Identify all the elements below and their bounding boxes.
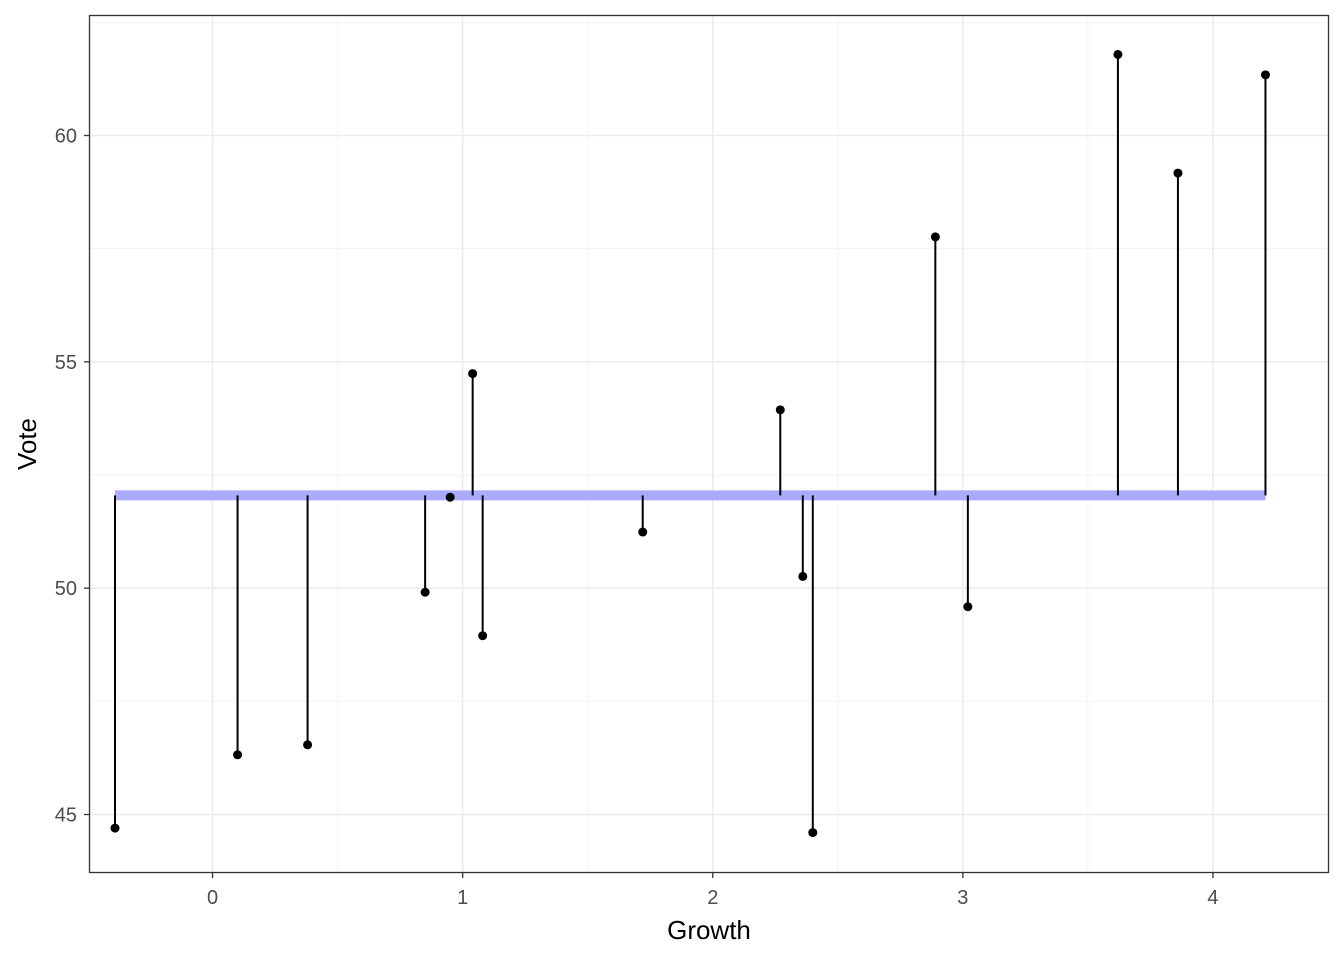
data-point: [775, 405, 785, 415]
x-axis-title: Growth: [667, 915, 751, 945]
y-tick-label: 60: [55, 126, 77, 148]
data-point: [445, 492, 455, 502]
data-point: [110, 823, 120, 833]
data-point: [420, 587, 430, 597]
data-point: [798, 571, 808, 581]
data-point: [233, 750, 243, 760]
y-tick-label: 45: [55, 805, 77, 827]
data-point: [468, 369, 478, 379]
data-point: [808, 828, 818, 838]
data-points: [110, 49, 1270, 838]
data-point: [1113, 49, 1123, 59]
x-tick-label: 0: [207, 887, 218, 909]
x-axis-ticks: 0 1 2 3 4: [207, 872, 1219, 909]
x-tick-label: 3: [957, 887, 968, 909]
data-point: [303, 740, 313, 750]
data-point: [478, 631, 488, 641]
y-axis-title: Vote: [12, 418, 42, 470]
x-tick-label: 2: [707, 887, 718, 909]
data-point: [1260, 70, 1270, 80]
y-tick-label: 55: [55, 352, 77, 374]
grid-lines: [90, 16, 1328, 872]
x-tick-label: 4: [1207, 887, 1218, 909]
panel-border: [88, 14, 1330, 874]
y-axis-ticks: 45 50 55 60: [55, 126, 90, 827]
data-point: [930, 232, 940, 242]
x-tick-label: 1: [457, 887, 468, 909]
y-tick-label: 50: [55, 578, 77, 600]
data-point: [963, 602, 973, 612]
data-point: [638, 527, 648, 537]
data-point: [1173, 168, 1183, 178]
